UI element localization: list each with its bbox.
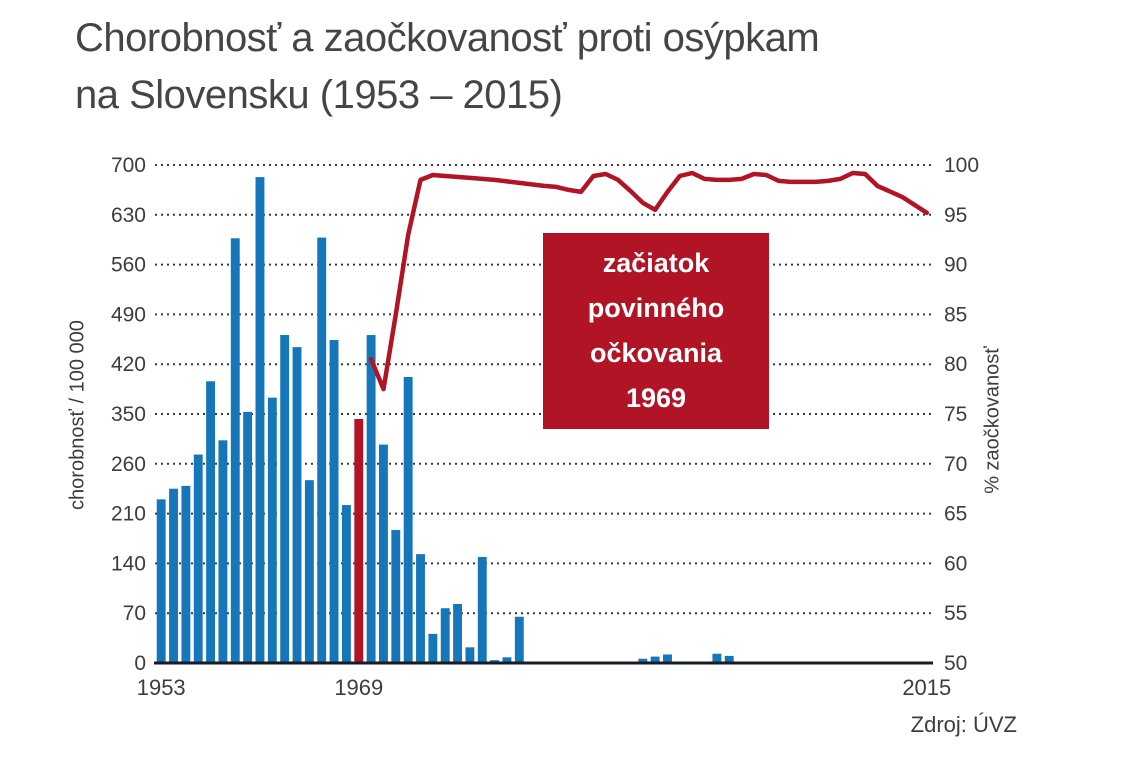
bar-1982 [514,616,524,663]
left-axis-tick: 0 [134,652,146,675]
bar-1958 [218,440,228,663]
bar-1961 [255,177,265,663]
bar-1957 [206,381,216,663]
bar-1974 [416,554,425,663]
bar-1954 [169,488,178,663]
right-axis-tick: 100 [944,154,979,177]
vaccination-rate-line [368,170,930,392]
annotation-line4: 1969 [625,383,687,413]
chart-title-line2: na Slovensku (1953 – 2015) [75,73,563,117]
bar-1979 [477,557,487,663]
bar-1999 [724,655,734,663]
bar-1965 [304,480,314,663]
bar-1962 [267,397,277,663]
bar-1978 [465,647,475,663]
bar-1969 [354,418,364,663]
annotation-line1: začiatok [602,248,710,278]
left-axis-tick: 490 [111,303,146,326]
left-axis-tick: 420 [111,353,146,376]
bar-1956 [193,454,203,663]
bar-1975 [428,633,438,663]
bar-1992 [638,658,648,663]
right-axis-tick: 85 [944,303,967,326]
bar-1972 [391,529,401,663]
annotation-box: začiatok povinného očkovania 1969 [543,233,769,429]
bar-1994 [663,654,672,663]
x-axis-label-2015: 2015 [902,675,951,700]
bar-1993 [650,656,660,663]
right-axis-tick: 65 [944,503,967,526]
right-axis-title: % zaočkovanosť [981,346,1004,494]
bar-1960 [243,411,253,663]
right-axis-tick: 95 [944,204,967,227]
bar-1976 [440,608,450,663]
left-axis-tick: 70 [123,602,146,625]
x-axis-label-1969: 1969 [334,675,383,700]
chart-title: Chorobnosť a zaočkovanosť proti osýpkam … [75,10,820,124]
bar-1959 [230,238,240,663]
right-axis-tick: 60 [944,552,967,575]
left-axis-tick: 140 [111,552,146,575]
x-axis-label-1953: 1953 [137,675,186,700]
annotation-line2: povinného [587,293,725,323]
bar-1971 [379,444,388,663]
source-label: Zdroj: ÚVZ [910,712,1017,737]
bar-1970 [366,335,376,663]
right-axis-tick: 70 [944,453,967,476]
left-axis-tick: 210 [111,503,146,526]
left-axis-title: chorobnosť / 100 000 [66,320,89,510]
annotation-line3: očkovania [589,338,723,368]
right-axis-tick: 50 [944,652,967,675]
left-axis-tick: 350 [111,403,146,426]
chart-title-line1: Chorobnosť a zaočkovanosť proti osýpkam [75,16,820,60]
right-axis-tick: 75 [944,403,967,426]
right-axis-tick: 80 [944,353,967,376]
bar-1964 [292,347,302,663]
right-axis-tick: 90 [944,254,967,277]
bar-1966 [317,237,327,663]
left-axis-tick: 700 [111,154,146,177]
bar-1981 [502,657,512,663]
bar-1963 [280,335,290,663]
bar-1953 [156,499,166,663]
left-axis-tick: 630 [111,204,146,227]
left-axis-tick: 260 [111,453,146,476]
bar-1955 [181,485,191,663]
bar-1977 [453,603,462,663]
bar-1973 [403,377,413,663]
right-axis-tick: 55 [944,602,967,625]
left-axis-tick: 560 [111,254,146,277]
bar-1967 [329,340,339,663]
bar-1968 [341,505,351,663]
bar-1998 [712,653,722,663]
